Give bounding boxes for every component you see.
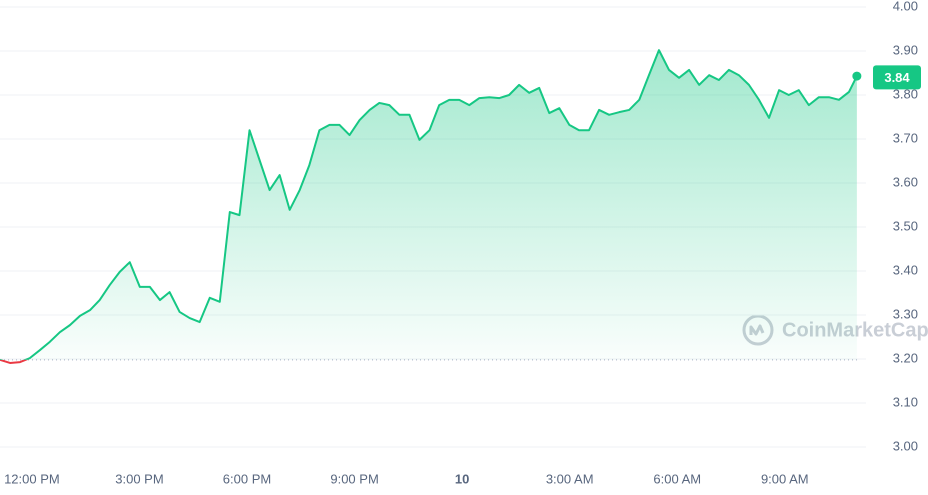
y-tick-label: 3.20 — [893, 350, 918, 365]
x-tick-label: 9:00 PM — [330, 471, 378, 486]
x-tick-label: 12:00 PM — [4, 471, 60, 486]
y-tick-label: 3.00 — [893, 438, 918, 453]
price-tag-label: 3.84 — [884, 70, 910, 85]
y-tick-label: 3.30 — [893, 306, 918, 321]
x-tick-label: 3:00 AM — [546, 471, 594, 486]
price-tag — [873, 65, 921, 90]
x-tick-label: 6:00 AM — [653, 471, 701, 486]
y-tick-label: 3.50 — [893, 218, 918, 233]
y-tick-label: 3.10 — [893, 394, 918, 409]
y-tick-label: 3.40 — [893, 262, 918, 277]
y-tick-label: 3.90 — [893, 42, 918, 57]
x-tick-label: 3:00 PM — [115, 471, 163, 486]
x-tick-label: 9:00 AM — [761, 471, 809, 486]
y-tick-label: 4.00 — [893, 0, 918, 13]
price-area — [0, 50, 857, 360]
y-tick-label: 3.70 — [893, 130, 918, 145]
y-tick-label: 3.60 — [893, 174, 918, 189]
last-point — [852, 71, 862, 81]
price-line — [0, 49, 858, 360]
x-tick-label: 6:00 PM — [223, 471, 271, 486]
x-tick-label: 10 — [455, 471, 469, 486]
y-tick-label: 3.80 — [893, 86, 918, 101]
